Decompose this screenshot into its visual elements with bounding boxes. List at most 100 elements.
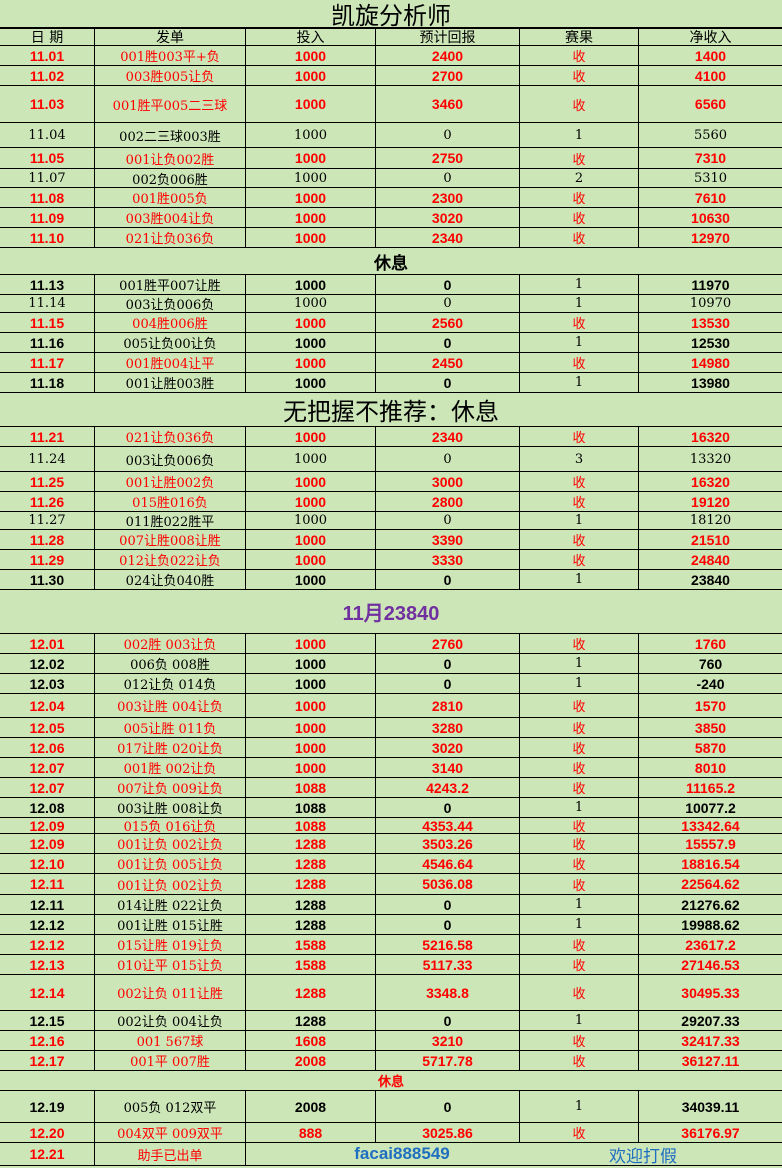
cell-net-income: 6560 <box>694 96 727 112</box>
cell-picks: 003胜004让负 <box>95 208 246 227</box>
cell-date: 12.01 <box>0 634 95 653</box>
cell-expected-return: 3020 <box>376 738 520 757</box>
cell-stake: 1000 <box>246 313 376 332</box>
cell-expected-return: 3000 <box>376 472 520 491</box>
cell-date: 12.08 <box>0 798 95 817</box>
cell-net-income: 14980 <box>691 354 730 371</box>
footer-date: 12.21 <box>0 1143 95 1165</box>
cell-stake: 1000 <box>246 66 376 85</box>
cell-net-income: 32417.33 <box>681 1032 740 1049</box>
cell-picks: 015让胜 019让负 <box>95 935 246 954</box>
cell-picks: 001让胜002负 <box>95 472 246 491</box>
cell-expected-return: 2450 <box>376 353 520 372</box>
cell-date: 11.01 <box>0 46 95 65</box>
cell-stake: 投入 <box>246 29 376 46</box>
cell-date: 12.19 <box>0 1091 95 1122</box>
cell-date: 11.25 <box>0 472 95 491</box>
cell-net-income: 11165.2 <box>685 779 736 796</box>
cell-expected-return: 3348.8 <box>376 975 520 1010</box>
cell-result: 收 <box>520 818 639 835</box>
cell-result: 收 <box>520 427 639 446</box>
cell-date: 12.11 <box>0 895 95 914</box>
monthly-summary: 11月23840 <box>0 590 782 634</box>
cell-stake: 1000 <box>246 228 376 247</box>
cell-stake: 1000 <box>246 694 376 717</box>
cell-net-income: 24840 <box>691 551 730 568</box>
cell-picks: 002负006胜 <box>95 169 246 188</box>
cell-stake: 1000 <box>246 275 376 294</box>
cell-picks: 005让负00让负 <box>95 333 246 352</box>
cell-picks: 012让负 014负 <box>95 674 246 693</box>
cell-result: 收 <box>520 208 639 227</box>
cell-date: 12.20 <box>0 1123 95 1142</box>
cell-expected-return: 4546.64 <box>376 854 520 873</box>
cell-net-income: 19988.62 <box>681 916 740 933</box>
cell-picks: 021让负036负 <box>95 228 246 247</box>
cell-date: 11.07 <box>0 169 95 187</box>
table-row: 12.16 001 567球 1608 3210 收 32417.33 <box>0 1031 782 1051</box>
cell-result: 1 <box>520 654 639 673</box>
table-row: 11.09 003胜004让负 1000 3020 收 10630 <box>0 208 782 228</box>
cell-result: 2 <box>520 169 639 187</box>
table-row: 11.27 011胜022胜平 1000 0 1 18120 <box>0 512 782 530</box>
cell-result: 收 <box>520 935 639 954</box>
cell-expected-return: 5216.58 <box>376 935 520 954</box>
cell-date: 12.07 <box>0 778 95 797</box>
cell-date: 12.06 <box>0 738 95 757</box>
cell-result: 1 <box>520 895 639 914</box>
cell-net-income: -240 <box>696 675 725 692</box>
cell-date: 11.27 <box>0 512 95 529</box>
cell-net-income: 12970 <box>691 229 730 246</box>
cell-stake: 1000 <box>246 738 376 757</box>
cell-expected-return: 2400 <box>376 46 520 65</box>
table-row: 11.07 002负006胜 1000 0 2 5310 <box>0 169 782 188</box>
cell-stake: 1000 <box>246 427 376 446</box>
cell-expected-return: 3020 <box>376 208 520 227</box>
table-row: 11.24 003让负006负 1000 0 3 13320 <box>0 447 782 472</box>
table-row: 12.05 005让胜 011负 1000 3280 收 3850 <box>0 718 782 738</box>
cell-date: 12.09 <box>0 834 95 853</box>
cell-result: 收 <box>520 86 639 122</box>
cell-result: 1 <box>520 798 639 817</box>
cell-stake: 1000 <box>246 148 376 168</box>
cell-date: 11.28 <box>0 530 95 549</box>
cell-picks: 005让胜 011负 <box>95 718 246 737</box>
cell-result: 1 <box>520 333 639 352</box>
cell-picks: 001平 007胜 <box>95 1051 246 1070</box>
cell-expected-return: 2340 <box>376 228 520 247</box>
cell-date: 11.08 <box>0 188 95 207</box>
cell-picks: 001 567球 <box>95 1031 246 1050</box>
cell-stake: 1088 <box>246 818 376 834</box>
table-row: 11.02 003胜005让负 1000 2700 收 4100 <box>0 66 782 86</box>
cell-picks: 014让胜 022让负 <box>95 895 246 914</box>
cell-net-income: 13530 <box>691 314 730 331</box>
cell-date: 12.12 <box>0 935 95 954</box>
table-row: 11.16 005让负00让负 1000 0 1 12530 <box>0 333 782 353</box>
cell-result: 收 <box>520 975 639 1010</box>
cell-expected-return: 5717.78 <box>376 1051 520 1070</box>
cell-expected-return: 0 <box>376 1091 520 1122</box>
cell-net-income: 净收入 <box>689 30 732 46</box>
table-row: 11.29 012让负022让负 1000 3330 收 24840 <box>0 550 782 570</box>
cell-picks: 010让平 015让负 <box>95 955 246 974</box>
cell-result: 收 <box>520 778 639 797</box>
table-row: 12.04 003让胜 004让负 1000 2810 收 1570 <box>0 694 782 718</box>
cell-expected-return: 2300 <box>376 188 520 207</box>
cell-date: 11.15 <box>0 313 95 332</box>
cell-expected-return: 3503.26 <box>376 834 520 853</box>
cell-date: 11.26 <box>0 492 95 511</box>
table-row: 11.25 001让胜002负 1000 3000 收 16320 <box>0 472 782 492</box>
cell-expected-return: 3390 <box>376 530 520 549</box>
cell-picks: 011胜022胜平 <box>95 512 246 530</box>
cell-date: 12.05 <box>0 718 95 737</box>
cell-stake: 1000 <box>246 654 376 673</box>
table-row: 12.07 001胜 002让负 1000 3140 收 8010 <box>0 758 782 778</box>
cell-net-income: 7310 <box>694 150 727 166</box>
cell-picks: 002二三球003胜 <box>95 123 246 147</box>
cell-date: 12.10 <box>0 854 95 873</box>
cell-date: 11.21 <box>0 427 95 446</box>
cell-net-income: 1760 <box>694 635 727 652</box>
cell-picks: 004胜006胜 <box>95 313 246 332</box>
table-row: 12.14 002让负 011让胜 1288 3348.8 收 30495.33 <box>0 975 782 1011</box>
cell-expected-return: 2700 <box>376 66 520 85</box>
